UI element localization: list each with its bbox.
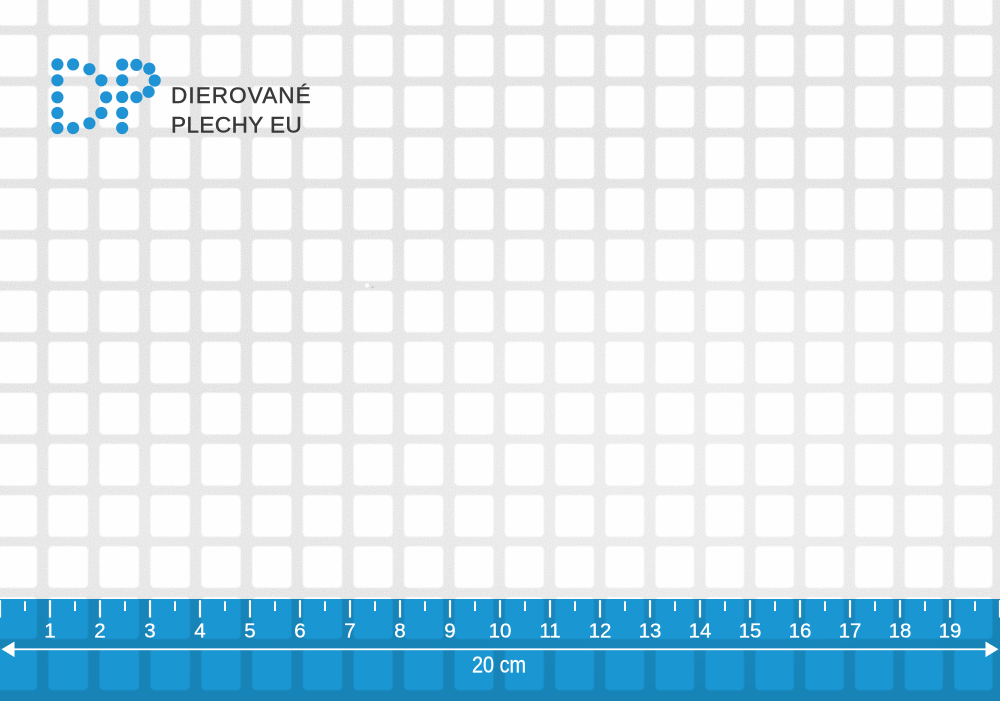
svg-text:7: 7 (344, 620, 355, 643)
svg-text:10: 10 (489, 620, 512, 643)
svg-text:11: 11 (539, 620, 560, 643)
svg-text:14: 14 (689, 620, 712, 643)
svg-text:16: 16 (789, 620, 812, 643)
svg-text:17: 17 (839, 620, 862, 643)
svg-text:3: 3 (144, 620, 155, 643)
svg-text:DIEROVANÉ: DIEROVANÉ (171, 83, 312, 108)
svg-text:18: 18 (889, 620, 912, 643)
svg-text:1: 1 (44, 620, 55, 643)
svg-text:5: 5 (244, 620, 255, 643)
svg-text:20 cm: 20 cm (472, 652, 526, 678)
svg-text:12: 12 (589, 620, 612, 643)
svg-text:2: 2 (94, 620, 105, 643)
svg-text:19: 19 (939, 620, 962, 643)
svg-text:8: 8 (394, 620, 405, 643)
svg-text:15: 15 (739, 620, 762, 643)
svg-text:13: 13 (639, 620, 662, 643)
svg-text:6: 6 (294, 620, 305, 643)
svg-text:4: 4 (194, 620, 205, 643)
svg-text:PLECHY EU: PLECHY EU (171, 113, 302, 138)
svg-text:9: 9 (444, 620, 455, 643)
